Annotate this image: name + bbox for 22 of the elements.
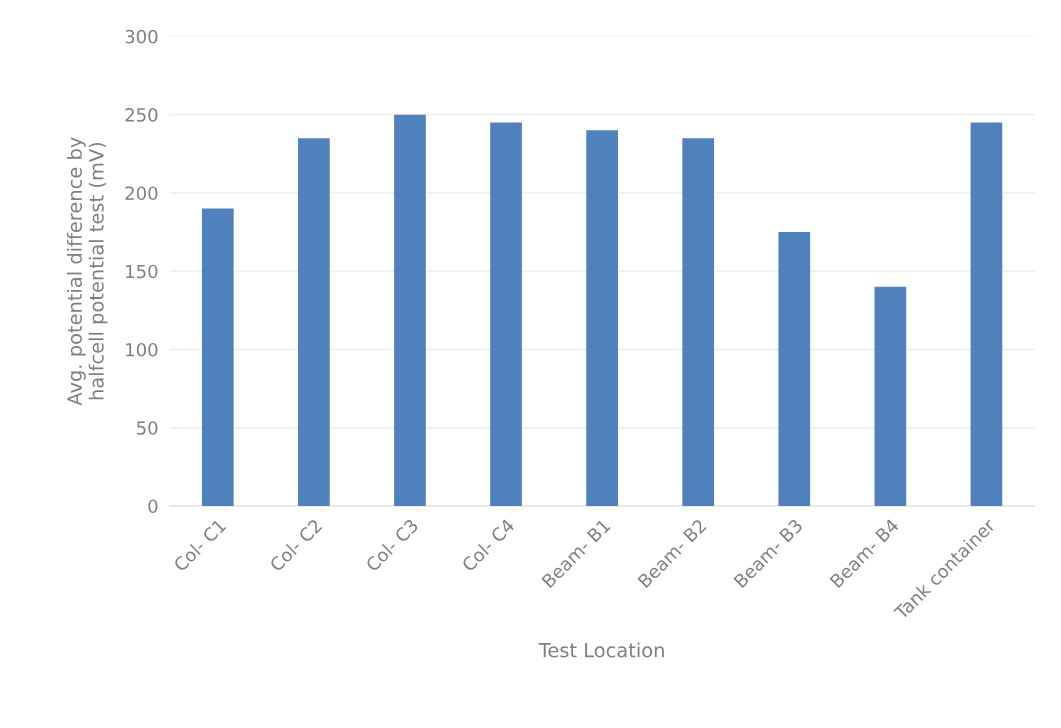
bar (490, 122, 522, 506)
y-tick-label: 0 (148, 499, 158, 514)
y-tick-label: 200 (125, 186, 158, 201)
bar (201, 208, 234, 506)
y-axis-title: Avg. potential difference by halfcell potential test (mV) (66, 137, 108, 406)
y-tick-label: 150 (126, 264, 158, 279)
x-axis-title: Test Location (538, 642, 664, 658)
x-tick-label: Col- C4 (460, 517, 516, 573)
bar (778, 232, 811, 506)
y-tick-label: 50 (137, 421, 158, 435)
y-tick-label: 250 (125, 108, 158, 122)
x-tick-label: Col- C1 (172, 518, 227, 573)
x-tick-label: Col- C3 (364, 518, 419, 573)
y-tick-label: 100 (126, 342, 158, 357)
bar (682, 138, 715, 506)
x-tick-label: Col- C2 (268, 518, 323, 573)
bar (874, 286, 907, 506)
y-tick-label: 300 (125, 29, 158, 44)
bar (298, 138, 330, 506)
bar (586, 130, 618, 506)
bar (394, 114, 426, 506)
bar (970, 122, 1003, 506)
